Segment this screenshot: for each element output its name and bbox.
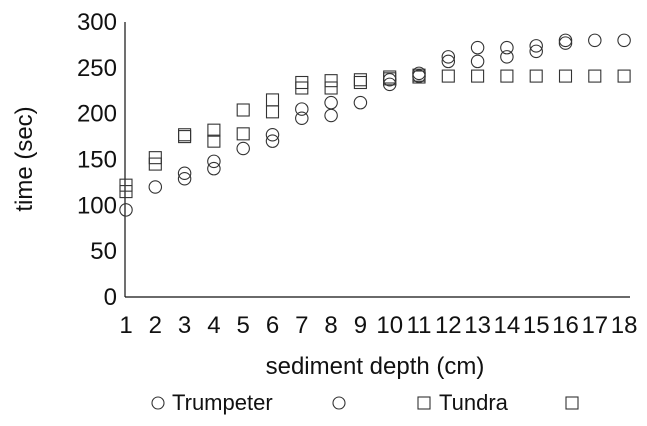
data-point-trumpeter <box>324 95 338 110</box>
data-point-trumpeter <box>500 40 514 55</box>
data-point-tundra <box>471 69 485 83</box>
data-point-trumpeter <box>265 134 280 148</box>
data-point-tundra <box>529 69 543 83</box>
x-tick-label: 1 <box>119 312 132 339</box>
data-point-trumpeter <box>236 141 250 156</box>
data-point-trumpeter <box>295 111 309 126</box>
data-point-trumpeter <box>265 128 280 142</box>
data-point-tundra <box>383 70 397 84</box>
y-tick-labels: 0 50 100 150 200 250 300 <box>77 9 117 311</box>
data-point-trumpeter <box>558 36 573 50</box>
data-point-trumpeter <box>119 203 133 217</box>
axes <box>124 22 630 298</box>
data-point-tundra <box>148 151 162 165</box>
x-tick-label: 16 <box>552 312 579 339</box>
legend-marker-trumpeter <box>151 396 165 410</box>
data-point-tundra <box>178 128 192 142</box>
x-tick-label: 6 <box>266 312 279 339</box>
x-tick-label: 4 <box>207 312 220 339</box>
x-tick-label: 12 <box>435 312 462 339</box>
x-tick-label: 10 <box>376 312 403 339</box>
x-tick-label: 7 <box>295 312 308 339</box>
data-point-tundra <box>295 75 309 90</box>
y-tick-label: 50 <box>90 238 117 265</box>
data-point-tundra <box>207 123 221 137</box>
data-point-trumpeter <box>558 33 573 48</box>
y-tick-label: 300 <box>77 9 117 36</box>
x-tick-label: 17 <box>581 312 608 339</box>
x-tick-label: 14 <box>494 312 521 339</box>
data-point-trumpeter <box>148 180 163 194</box>
data-point-trumpeter <box>207 161 221 176</box>
data-point-tundra <box>617 69 631 83</box>
y-tick-label: 0 <box>104 284 117 311</box>
data-point-tundra <box>236 103 250 117</box>
x-tick-label: 3 <box>178 312 191 339</box>
y-tick-label: 150 <box>77 147 117 174</box>
y-tick-label: 250 <box>77 55 117 82</box>
data-point-trumpeter <box>177 166 192 181</box>
data-point-tundra <box>236 127 250 141</box>
data-point-trumpeter <box>324 108 338 123</box>
legend-marker-trumpeter-trailing <box>332 396 346 410</box>
legend-label-trumpeter: Trumpeter <box>172 390 273 415</box>
data-point-tundra <box>119 178 133 192</box>
data-point-tundra <box>324 74 338 88</box>
legend-label-tundra: Tundra <box>439 390 509 415</box>
data-point-tundra <box>441 69 455 83</box>
data-point-trumpeter <box>529 44 543 59</box>
x-tick-label: 8 <box>324 312 337 339</box>
data-point-trumpeter <box>441 54 456 69</box>
legend-marker-tundra <box>417 396 431 410</box>
data-point-trumpeter <box>177 172 192 186</box>
data-point-trumpeter <box>353 95 368 110</box>
x-tick-label: 9 <box>354 312 367 339</box>
data-point-trumpeter <box>500 50 514 64</box>
x-tick-label: 13 <box>464 312 491 339</box>
data-point-trumpeter <box>207 154 221 169</box>
data-point-tundra <box>558 69 573 83</box>
x-tick-label: 5 <box>237 312 250 339</box>
x-tick-labels: 1 2 3 4 5 6 7 8 9 10 11 12 13 14 15 16 17 18 <box>119 312 637 339</box>
data-point-tundra <box>207 134 221 148</box>
data-points <box>119 33 631 217</box>
y-tick-label: 100 <box>77 192 117 219</box>
data-point-tundra <box>353 73 367 87</box>
data-point-tundra <box>353 75 367 90</box>
y-axis-title: time (sec) <box>11 106 38 211</box>
x-axis-title: sediment depth (cm) <box>266 353 485 380</box>
x-tick-label: 15 <box>523 312 550 339</box>
data-point-tundra <box>412 68 426 82</box>
data-point-tundra <box>265 93 280 107</box>
x-tick-label: 2 <box>149 312 162 339</box>
legend: Trumpeter Tundra <box>151 390 579 415</box>
data-point-trumpeter <box>617 33 631 48</box>
data-point-tundra <box>500 69 514 83</box>
data-point-trumpeter <box>529 39 543 53</box>
data-point-tundra <box>324 81 338 95</box>
data-point-trumpeter <box>295 102 309 116</box>
legend-marker-tundra-trailing <box>565 396 579 410</box>
data-point-trumpeter <box>470 40 485 55</box>
data-point-trumpeter <box>441 50 456 64</box>
data-point-tundra <box>588 69 602 83</box>
data-point-trumpeter <box>470 54 485 69</box>
x-tick-label: 18 <box>611 312 638 339</box>
x-tick-label: 11 <box>407 312 432 339</box>
data-point-trumpeter <box>412 69 426 83</box>
y-tick-label: 200 <box>77 101 117 128</box>
data-point-tundra <box>265 105 280 119</box>
data-point-trumpeter <box>588 33 602 48</box>
